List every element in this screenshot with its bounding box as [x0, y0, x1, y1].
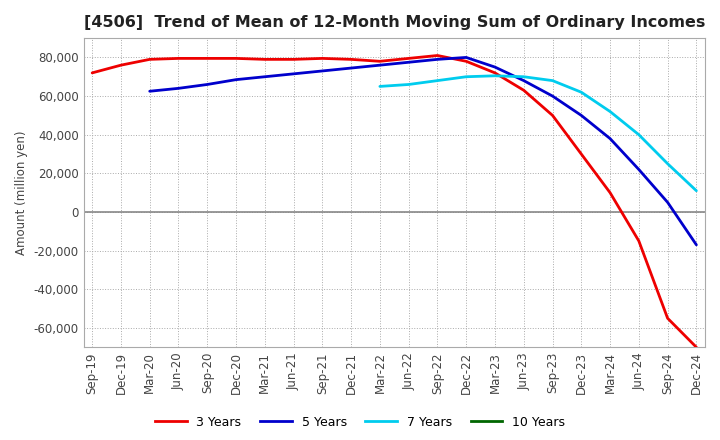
Title: [4506]  Trend of Mean of 12-Month Moving Sum of Ordinary Incomes: [4506] Trend of Mean of 12-Month Moving … — [84, 15, 705, 30]
Legend: 3 Years, 5 Years, 7 Years, 10 Years: 3 Years, 5 Years, 7 Years, 10 Years — [150, 411, 570, 434]
Y-axis label: Amount (million yen): Amount (million yen) — [15, 130, 28, 255]
